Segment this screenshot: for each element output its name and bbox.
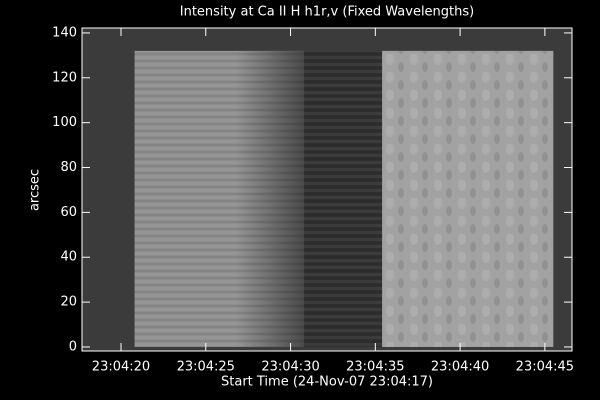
y-tick-label: 60 [60,205,77,220]
image-texture [382,50,554,347]
y-tick-label: 20 [60,295,77,310]
plot-frame [81,27,573,352]
x-axis-label: Start Time (24-Nov-07 23:04:17) [221,375,433,390]
x-tick-label: 23:04:20 [92,360,150,375]
y-tick-label: 100 [52,115,77,130]
plot [82,28,572,351]
x-tick-label: 23:04:40 [431,360,489,375]
chart-title: Intensity at Ca II H h1r,v (Fixed Wavele… [180,5,474,20]
y-tick-label: 0 [69,339,77,354]
y-tick-label: 40 [60,250,77,265]
image-texture [304,50,383,347]
x-tick-label: 23:04:45 [516,360,574,375]
y-axis-label: arcsec [28,169,43,211]
x-tick-label: 23:04:35 [346,360,404,375]
y-tick-label: 80 [60,160,77,175]
image-fade [134,50,305,347]
x-tick-label: 23:04:30 [261,360,319,375]
y-tick-label: 140 [52,25,77,40]
y-tick-label: 120 [52,70,77,85]
x-tick-label: 23:04:25 [177,360,235,375]
